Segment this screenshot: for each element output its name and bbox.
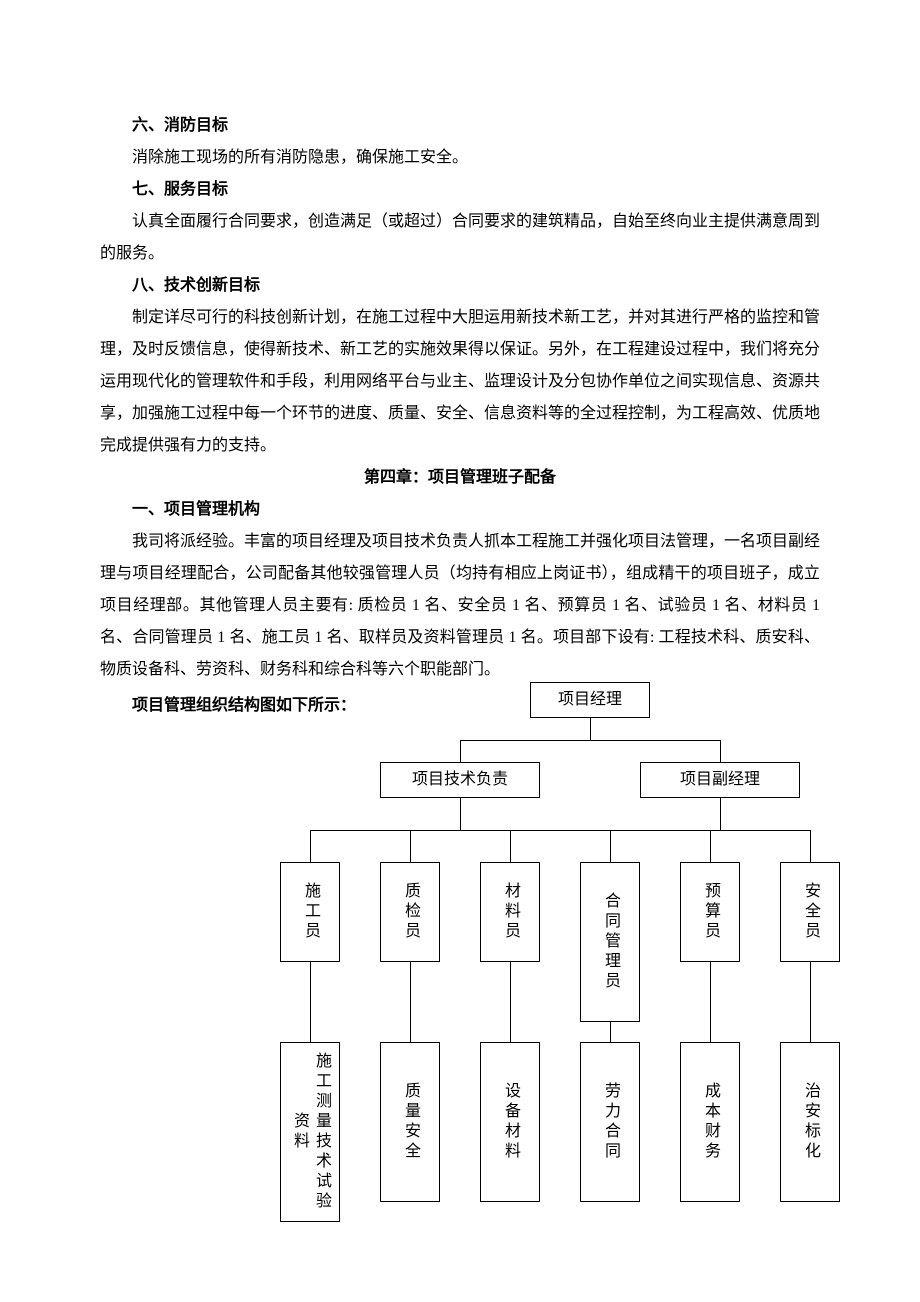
org-node-l4-2: 设备材料 — [480, 1042, 540, 1202]
org-node-l3-0: 施工员 — [280, 862, 340, 962]
org-chart-connector — [310, 962, 311, 1042]
org-node-l3-1: 质检员 — [380, 862, 440, 962]
org-chart-connector — [810, 830, 811, 862]
chapter-4-title: 第四章：项目管理班子配备 — [100, 462, 820, 494]
org-chart-connector — [510, 830, 511, 862]
org-node-l3-5: 安全员 — [780, 862, 840, 962]
org-node-root: 项目经理 — [530, 682, 650, 718]
heading-7: 七、服务目标 — [100, 174, 820, 206]
paragraph-6: 消除施工现场的所有消防隐患，确保施工安全。 — [100, 142, 820, 174]
org-node-l4-1: 质量安全 — [380, 1042, 440, 1202]
org-chart-connector — [510, 962, 511, 1042]
org-node-l3-2: 材料员 — [480, 862, 540, 962]
org-node-deputy: 项目副经理 — [640, 762, 800, 798]
org-node-l4-0: 施工测量技术试验资料 — [280, 1042, 340, 1222]
paragraph-7: 认真全面履行合同要求，创造满足（或超过）合同要求的建筑精品，自始至终向业主提供满… — [100, 206, 820, 270]
org-chart-connector — [610, 1022, 611, 1042]
org-node-tech-lead: 项目技术负责 — [380, 762, 540, 798]
org-chart-connector — [460, 798, 461, 830]
org-node-l3-3: 合同管理员 — [580, 862, 640, 1022]
org-chart: 项目经理项目技术负责项目副经理施工员施工测量技术试验资料质检员质量安全材料员设备… — [310, 682, 920, 1222]
heading-8: 八、技术创新目标 — [100, 270, 820, 302]
org-chart-connector — [720, 740, 721, 762]
heading-org: 一、项目管理机构 — [100, 494, 820, 526]
org-chart-connector — [610, 830, 611, 862]
org-chart-connector — [310, 830, 311, 862]
paragraph-org: 我司将派经验。丰富的项目经理及项目技术负责人抓本工程施工并强化项目法管理，一名项… — [100, 526, 820, 686]
org-node-l3-4: 预算员 — [680, 862, 740, 962]
org-chart-connector — [410, 962, 411, 1042]
org-chart-connector — [810, 962, 811, 1042]
org-chart-connector — [310, 830, 810, 831]
org-chart-connector — [460, 740, 461, 762]
heading-6: 六、消防目标 — [100, 110, 820, 142]
org-chart-connector — [720, 798, 721, 830]
org-chart-connector — [410, 830, 411, 862]
org-chart-connector — [710, 830, 711, 862]
org-node-l4-3: 劳力合同 — [580, 1042, 640, 1202]
org-chart-connector — [460, 740, 720, 741]
org-node-l4-5: 治安标化 — [780, 1042, 840, 1202]
document-page: 六、消防目标 消除施工现场的所有消防隐患，确保施工安全。 七、服务目标 认真全面… — [0, 0, 920, 1302]
org-node-l4-4: 成本财务 — [680, 1042, 740, 1202]
org-chart-connector — [710, 962, 711, 1042]
org-chart-connector — [590, 718, 591, 740]
paragraph-8: 制定详尽可行的科技创新计划，在施工过程中大胆运用新技术新工艺，并对其进行严格的监… — [100, 302, 820, 462]
